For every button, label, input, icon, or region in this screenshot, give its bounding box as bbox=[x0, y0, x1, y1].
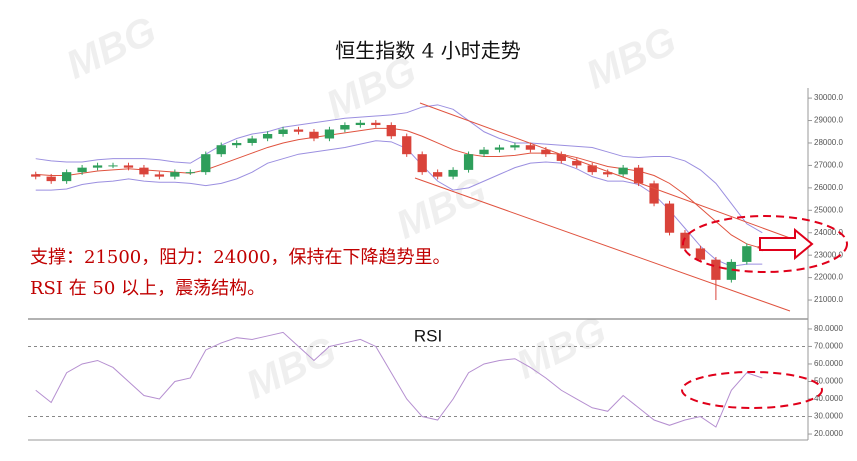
y-tick-label: 60.0000 bbox=[814, 359, 843, 368]
trend-line bbox=[414, 177, 791, 312]
y-tick-label: 22000.0 bbox=[814, 273, 843, 282]
candle-body bbox=[386, 125, 396, 137]
candle-body bbox=[587, 165, 597, 173]
rsi-line bbox=[35, 331, 763, 428]
y-tick-label: 27000.0 bbox=[814, 161, 843, 170]
candle-body bbox=[633, 167, 644, 184]
candle-body bbox=[340, 125, 350, 130]
y-tick-label: 50.0000 bbox=[814, 377, 843, 386]
candle-body bbox=[108, 165, 118, 167]
y-tick-label: 20.0000 bbox=[814, 429, 843, 438]
y-tick-label: 21000.0 bbox=[814, 295, 843, 304]
candle-body bbox=[680, 232, 690, 249]
candle-body bbox=[293, 129, 304, 132]
y-tick-label: 80.0000 bbox=[814, 324, 843, 333]
annotation: RSI 在 50 以上，震荡结构。 bbox=[30, 278, 265, 299]
candle-body bbox=[278, 129, 288, 134]
candle-body bbox=[742, 246, 752, 262]
y-tick-label: 24000.0 bbox=[814, 228, 843, 237]
candle-body bbox=[139, 167, 149, 175]
y-tick-label: 28000.0 bbox=[814, 138, 843, 147]
candle-body bbox=[31, 174, 41, 177]
y-tick-label: 25000.0 bbox=[814, 205, 843, 214]
candle-body bbox=[463, 154, 474, 170]
arrow bbox=[759, 227, 814, 261]
candle-body bbox=[726, 261, 736, 280]
y-tick-label: 40.0000 bbox=[814, 394, 843, 403]
candle-body bbox=[324, 129, 335, 139]
candle-body bbox=[711, 259, 721, 280]
candle-body bbox=[603, 172, 613, 175]
candle-body bbox=[185, 172, 195, 174]
candle-body bbox=[695, 248, 706, 260]
annotation: 支撑：21500，阻力：24000，保持在下降趋势里。 bbox=[30, 247, 451, 268]
candle-body bbox=[77, 167, 87, 173]
candle-body bbox=[92, 165, 103, 168]
candle-body bbox=[448, 169, 458, 177]
candle-body bbox=[402, 136, 412, 155]
candle-body bbox=[479, 149, 489, 155]
band-line bbox=[35, 140, 763, 267]
candle-body bbox=[355, 122, 365, 126]
candle-body bbox=[572, 160, 582, 166]
y-tick-label: 30000.0 bbox=[814, 93, 843, 102]
candle-body bbox=[216, 145, 226, 155]
candle-body bbox=[618, 167, 628, 175]
candle-body bbox=[46, 176, 56, 182]
candle-body bbox=[417, 154, 427, 173]
candle-body bbox=[154, 174, 165, 177]
highlight-ellipse bbox=[681, 371, 823, 409]
candle-body bbox=[232, 142, 242, 146]
candle-body bbox=[201, 154, 211, 173]
watermark: MBG bbox=[510, 308, 613, 387]
candle-body bbox=[123, 165, 134, 168]
y-tick-label: 29000.0 bbox=[814, 116, 843, 125]
candle-body bbox=[309, 131, 319, 139]
band-line bbox=[35, 104, 763, 234]
highlight-ellipse bbox=[682, 215, 848, 273]
candle-body bbox=[649, 183, 659, 204]
candle-body bbox=[247, 138, 257, 143]
candle-body bbox=[170, 172, 180, 177]
candle-body bbox=[510, 145, 520, 148]
candle-body bbox=[541, 149, 551, 155]
candle-body bbox=[262, 134, 273, 139]
candle-body bbox=[664, 203, 675, 233]
y-tick-label: 26000.0 bbox=[814, 183, 843, 192]
candle-body bbox=[62, 172, 72, 182]
rsi-title: RSI bbox=[414, 326, 442, 345]
trend-line bbox=[419, 102, 791, 239]
candle-body bbox=[556, 154, 566, 161]
candle-body bbox=[371, 122, 381, 126]
candle-body bbox=[433, 172, 443, 177]
candle-body bbox=[525, 145, 536, 150]
y-tick-label: 23000.0 bbox=[814, 250, 843, 259]
candle-body bbox=[494, 147, 505, 150]
chart-title: 恒生指数 4 小时走势 bbox=[335, 39, 520, 63]
watermark: MBG bbox=[580, 18, 683, 97]
watermark: MBG bbox=[390, 168, 493, 247]
watermark: MBG bbox=[60, 8, 163, 87]
y-tick-label: 70.0000 bbox=[814, 342, 843, 351]
y-tick-label: 30.0000 bbox=[814, 412, 843, 421]
